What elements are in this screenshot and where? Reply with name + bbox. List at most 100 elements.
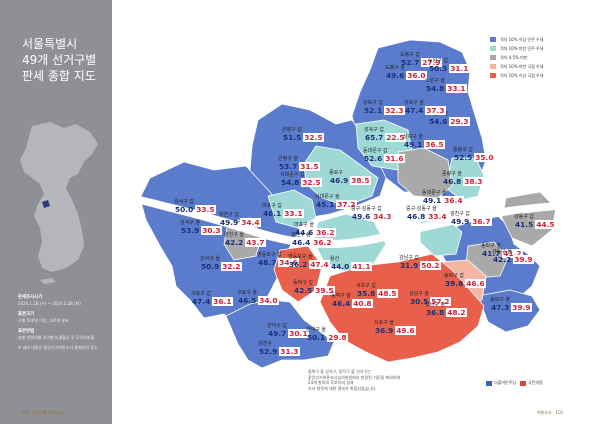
party-legend-ppp: 국민의힘 bbox=[520, 380, 543, 386]
jeju-shape bbox=[40, 278, 56, 284]
footer-left: 여론. 선거구별_판세조사 bbox=[22, 410, 64, 415]
ppp-share: 36.1 bbox=[212, 297, 233, 306]
map-note: 중복구 중 성석구, 동작구 을 선거구는 중앙선거여론조사심의위원회의 판정된… bbox=[308, 369, 498, 391]
district-result: 49.9 34.4 bbox=[219, 218, 261, 227]
democratic-share: 49.6 bbox=[352, 212, 371, 221]
district-name: 서초구 을 bbox=[374, 320, 394, 326]
democratic-share: 52.7 bbox=[401, 58, 420, 67]
party-label-democratic: 더불어민주당 bbox=[494, 380, 517, 385]
district-name: 관악구 을 bbox=[306, 327, 326, 333]
page-title: 서울특별시 49개 선거구별 판세 종합 지도 bbox=[22, 36, 110, 84]
party-swatch-democratic bbox=[486, 380, 492, 386]
district-result: 46.8 33.4 bbox=[406, 212, 448, 221]
district-result: 36.2 47.4 bbox=[288, 260, 330, 269]
democratic-share: 49.7 bbox=[268, 329, 287, 338]
district-result: 52.6 31.6 bbox=[363, 154, 405, 163]
democratic-share: 35.8 bbox=[357, 289, 376, 298]
korea-minimap bbox=[20, 122, 98, 284]
district-name: 노원구 갑 bbox=[428, 58, 448, 64]
district-result: 49.6 36.0 bbox=[385, 71, 427, 80]
sidebar-panel: 서울특별시 49개 선거구별 판세 종합 지도 판세조사시기 2024.1.28… bbox=[0, 0, 112, 424]
district-result: 52.1 32.3 bbox=[363, 106, 405, 115]
ppp-share: 34.0 bbox=[258, 296, 279, 305]
democratic-share: 44.0 bbox=[331, 262, 350, 271]
district-name: 강남구 갑 bbox=[399, 255, 419, 261]
democratic-share: 42.2 bbox=[225, 238, 244, 247]
ppp-share: 32.2 bbox=[221, 262, 242, 271]
district-name: 강북구 을 bbox=[404, 100, 424, 106]
district-name: 노원구 을 bbox=[425, 78, 445, 84]
info-text-method: 성별 연령대별 권역별 비례할당 후 무작위추출 bbox=[18, 335, 95, 340]
democratic-share: 54.6 bbox=[429, 117, 448, 126]
district-name: 강남구 병 bbox=[425, 302, 445, 308]
district-result: 46.5 34.0 bbox=[237, 296, 279, 305]
district-name: 도봉구 을 bbox=[385, 65, 405, 71]
district-result: 54.8 32.5 bbox=[280, 178, 322, 187]
party-legend-democratic: 더불어민주당 bbox=[486, 380, 516, 386]
note-line: 24개 항목의 후보자의 성과 bbox=[308, 380, 354, 385]
info-heading-method: 표본방법 bbox=[18, 329, 35, 334]
info-text-sample: 구별 500명 이상, 고르게 분포 bbox=[18, 318, 69, 323]
democratic-share: 49.9 bbox=[220, 218, 239, 227]
ppp-share: 44.5 bbox=[535, 220, 556, 229]
democratic-share: 46.5 bbox=[238, 296, 257, 305]
district-result: 53.7 31.5 bbox=[278, 162, 320, 171]
democratic-share: 49.6 bbox=[386, 71, 405, 80]
legend-swatch bbox=[490, 46, 496, 51]
info-text-footnote: ※ 세부 내용은 중앙선거여론조사 홈페이지 참조 bbox=[18, 345, 98, 350]
ppp-share: 49.6 bbox=[395, 326, 416, 335]
ppp-share: 32.5 bbox=[303, 133, 324, 142]
ppp-share: 36.2 bbox=[312, 238, 333, 247]
district-result: 46.8 38.3 bbox=[442, 177, 484, 186]
district-name: 양천구 갑 bbox=[219, 212, 239, 218]
ppp-share: 38.5 bbox=[350, 176, 371, 185]
ppp-share: 36.7 bbox=[471, 217, 492, 226]
district-result: 50.1 29.8 bbox=[306, 333, 348, 342]
ppp-share: 39.9 bbox=[513, 255, 534, 264]
korean-peninsula-shape bbox=[20, 122, 98, 272]
district-result: 52.5 35.0 bbox=[453, 153, 495, 162]
democratic-share: 42.5 bbox=[294, 286, 313, 295]
ppp-share: 47.4 bbox=[309, 260, 330, 269]
district-result: 46.4 36.2 bbox=[291, 238, 333, 247]
district-result: 41.7 41.2 bbox=[481, 249, 523, 258]
district-result: 50.0 33.5 bbox=[174, 205, 216, 214]
survey-info: 판세조사시기 2024.1.28.(수) ~ 2024.2.28.(화) 표본크… bbox=[18, 290, 110, 351]
democratic-share: 39.8 bbox=[445, 279, 464, 288]
party-swatch-ppp bbox=[520, 380, 526, 386]
democratic-share: 47.4 bbox=[405, 106, 424, 115]
district-name: 강서구 을 bbox=[200, 256, 220, 262]
legend-row: 격차 10% 이상 국힘 우세 bbox=[490, 71, 590, 80]
legend-row: 격차 10% 이상 민주 우세 bbox=[490, 35, 590, 44]
legend-row: 격차 4.5% 미만 bbox=[490, 53, 590, 62]
district-name: 마포구 을 bbox=[294, 222, 314, 228]
info-heading-sample: 표본크기 bbox=[18, 312, 35, 317]
ppp-share: 33.1 bbox=[283, 209, 304, 218]
ppp-share: 31.5 bbox=[299, 162, 320, 171]
ppp-share: 29.3 bbox=[449, 117, 470, 126]
ppp-share: 34.4 bbox=[240, 218, 261, 227]
democratic-share: 49.1 bbox=[404, 140, 423, 149]
district-result: 42.5 39.5 bbox=[293, 286, 335, 295]
info-text-period: 2024.1.28.(수) ~ 2024.2.28.(화) bbox=[18, 301, 81, 306]
ppp-share: 32.5 bbox=[301, 178, 322, 187]
democratic-share: 46.4 bbox=[332, 299, 351, 308]
legend-label: 격차 10% 이상 국힘 우세 bbox=[500, 72, 544, 78]
democratic-share: 50.0 bbox=[175, 205, 194, 214]
democratic-share: 36.2 bbox=[289, 260, 308, 269]
district-name: 구로구 을 bbox=[237, 290, 257, 296]
region-dongdaemun-gray bbox=[397, 147, 453, 199]
democratic-share: 46.9 bbox=[330, 176, 349, 185]
democratic-share: 49.1 bbox=[423, 196, 442, 205]
democratic-share: 53.7 bbox=[279, 162, 298, 171]
title-line-3: 판세 종합 지도 bbox=[22, 69, 96, 83]
democratic-share: 44.6 bbox=[295, 228, 314, 237]
district-result: 41.5 44.5 bbox=[514, 220, 556, 229]
legend-label: 격차 10% 미만 국힘 우세 bbox=[500, 63, 544, 69]
district-result: 44.6 36.2 bbox=[294, 228, 336, 237]
district-name: 송파구 을 bbox=[481, 243, 501, 249]
ppp-share: 31.1 bbox=[449, 64, 470, 73]
district-name: 동대문구 을 bbox=[422, 190, 447, 196]
democratic-share: 41.7 bbox=[482, 249, 501, 258]
legend-label: 격차 4.5% 미만 bbox=[500, 54, 528, 60]
